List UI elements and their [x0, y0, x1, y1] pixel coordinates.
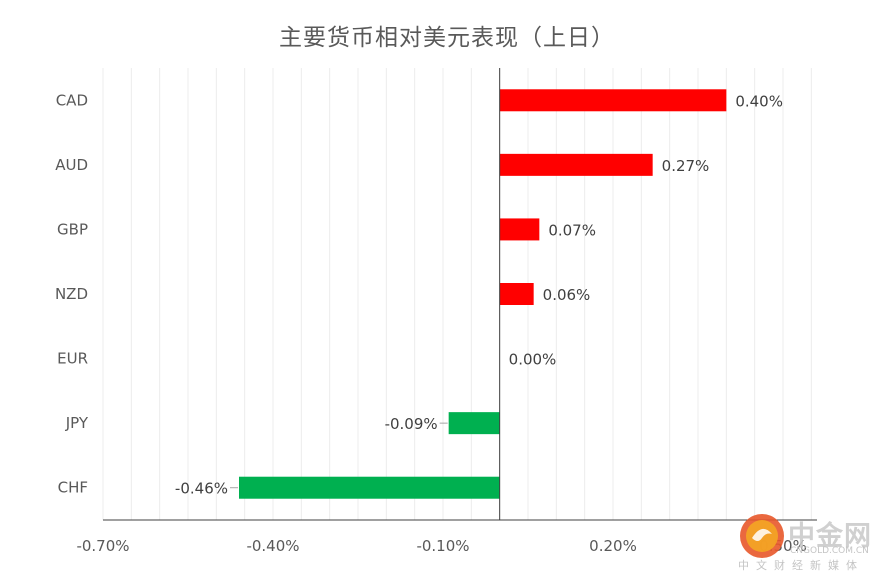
category-label: CAD [56, 91, 88, 109]
category-label: EUR [57, 350, 88, 368]
x-tick-label: -0.70% [76, 537, 129, 555]
watermark-name: 中金网 [788, 521, 872, 552]
data-label: -0.09% [385, 415, 438, 433]
bars [239, 89, 727, 499]
watermark-url: CNGOLD.COM.CN [790, 546, 869, 556]
x-tick-label: 0.20% [589, 537, 637, 555]
data-label: 0.40% [735, 92, 783, 110]
data-label: 0.00% [509, 351, 557, 369]
grid-lines [102, 68, 812, 520]
x-tick-label: -0.10% [416, 537, 469, 555]
data-label: 0.06% [543, 286, 591, 304]
data-label: 0.27% [662, 157, 710, 175]
chart-title: 主要货币相对美元表现（上日） [279, 25, 615, 51]
bar-jpy [448, 412, 500, 435]
category-label: CHF [58, 479, 88, 497]
cngold-logo-icon [740, 514, 784, 558]
bar-cad [499, 89, 727, 112]
category-label: AUD [55, 156, 88, 174]
labels: CAD 0.40% AUD 0.27% GBP 0.07% NZD 0.06% EUR 0.00%… [55, 91, 807, 555]
data-label: 0.07% [548, 221, 596, 239]
data-label: -0.46% [175, 480, 228, 498]
bar-chf [239, 476, 500, 499]
category-label: GBP [57, 220, 88, 238]
watermark-subtitle: 中文财经新媒体 [738, 559, 864, 572]
x-tick-label: -0.40% [246, 537, 299, 555]
bar-nzd [499, 283, 534, 305]
bar-aud [499, 153, 653, 176]
cngold-watermark: 中金网 CNGOLD.COM.CN 中文财经新媒体 [738, 512, 888, 578]
axes [103, 68, 817, 521]
category-label: NZD [55, 285, 88, 303]
category-label: JPY [65, 414, 89, 432]
bar-gbp [499, 218, 540, 241]
